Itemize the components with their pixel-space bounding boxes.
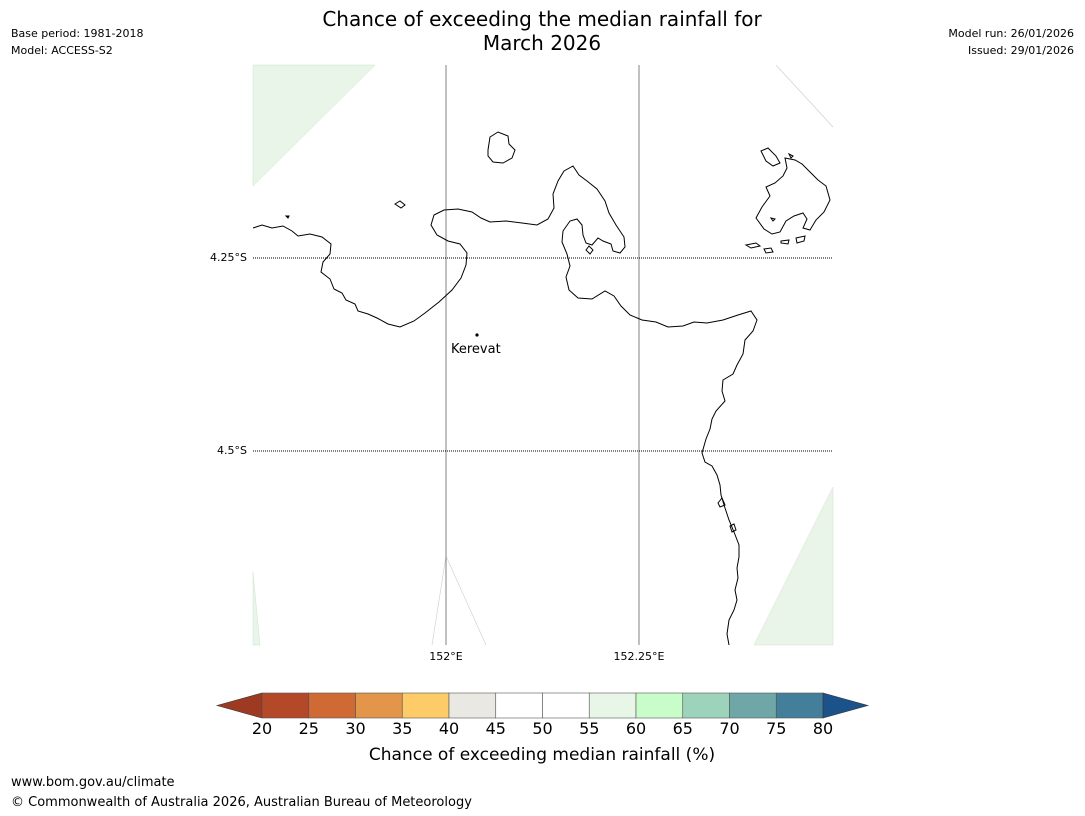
colorbar-segment xyxy=(401,692,450,719)
fill-region-sw xyxy=(252,571,261,646)
base-period: Base period: 1981-2018 xyxy=(11,27,144,40)
colorbar-segment xyxy=(588,692,637,719)
colorbar-segment xyxy=(775,692,824,719)
kerevat-marker xyxy=(475,333,479,337)
island-bay xyxy=(585,245,594,255)
colorbar-tick-label: 50 xyxy=(532,719,553,738)
coastline xyxy=(252,165,758,646)
colorbar-segment xyxy=(355,692,403,719)
colorbar-tick-label: 60 xyxy=(625,719,647,738)
colorbar-label: Chance of exceeding median rainfall (%) xyxy=(368,745,716,765)
colorbar-tick-label: 25 xyxy=(298,719,319,738)
island-se-small xyxy=(717,497,737,533)
colorbar-tick-label: 30 xyxy=(345,719,366,738)
title-line-1: Chance of exceeding the median rainfall … xyxy=(322,7,762,31)
island-dot-west xyxy=(284,215,290,219)
lat-label-4-5: 4.5°S xyxy=(217,444,247,457)
colorbar-segment xyxy=(542,692,590,719)
colorbar-segment xyxy=(308,692,356,719)
colorbar-tick-label: 65 xyxy=(672,719,693,738)
colorbar-tick-label: 40 xyxy=(438,719,460,738)
colorbar-segment xyxy=(261,692,310,719)
colorbar-segment xyxy=(448,692,497,719)
colorbar-tick-label: 45 xyxy=(485,719,506,738)
title-line-2: March 2026 xyxy=(482,31,602,55)
island-north xyxy=(487,131,516,164)
colorbar-segment xyxy=(495,692,543,719)
colorbar-tick-label: 70 xyxy=(719,719,740,738)
contour-ne xyxy=(775,64,834,128)
model-run: Model run: 26/01/2026 xyxy=(948,27,1074,40)
colorbar-segment xyxy=(682,692,730,719)
fill-region-nw xyxy=(252,64,376,187)
footer-url[interactable]: www.bom.gov.au/climate xyxy=(11,775,175,790)
map-title: Chance of exceeding the median rainfall … xyxy=(242,7,842,55)
kerevat-label: Kerevat xyxy=(451,342,501,357)
model-name: Model: ACCESS-S2 xyxy=(11,44,113,57)
header-meta-right: Model run: 26/01/2026 Issued: 29/01/2026 xyxy=(948,25,1074,59)
colorbar-tick-label: 75 xyxy=(766,719,787,738)
colorbar-tick-label: 80 xyxy=(812,719,834,738)
colorbar-tick-label: 55 xyxy=(579,719,600,738)
header-meta-left: Base period: 1981-2018 Model: ACCESS-S2 xyxy=(11,25,143,59)
lat-label-4-25: 4.25°S xyxy=(210,251,247,264)
lon-label-152-25: 152.25°E xyxy=(613,650,665,663)
colorbar-segment xyxy=(729,692,777,719)
colorbar-extend-high xyxy=(822,692,870,719)
island-east-group xyxy=(744,147,831,254)
colorbar-extend-low xyxy=(215,692,263,719)
lon-label-152: 152°E xyxy=(429,650,463,663)
colorbar-segment xyxy=(635,692,684,719)
fill-region-se xyxy=(753,486,834,646)
colorbar-tick-label: 20 xyxy=(251,719,273,738)
footer-copyright: © Commonwealth of Australia 2026, Austra… xyxy=(11,795,472,810)
issued-date: Issued: 29/01/2026 xyxy=(967,44,1074,57)
island-small-west xyxy=(394,200,406,209)
colorbar-tick-label: 35 xyxy=(392,719,413,738)
